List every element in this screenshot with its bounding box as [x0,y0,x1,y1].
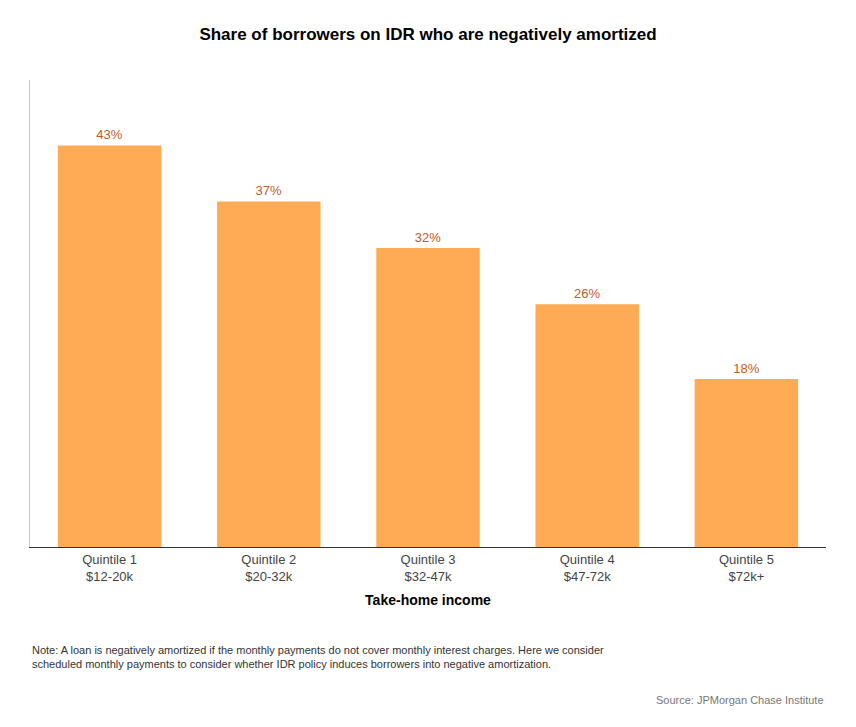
svg-text:37%: 37% [256,183,282,198]
svg-text:26%: 26% [574,286,600,301]
svg-text:Quintile 1$12-20k: Quintile 1$12-20k [82,552,137,584]
svg-text:Quintile 5$72k+: Quintile 5$72k+ [719,552,774,584]
svg-text:Note: A loan is negatively amo: Note: A loan is negatively amortized if … [32,644,604,670]
svg-text:Share of borrowers on IDR who: Share of borrowers on IDR who are negati… [199,25,656,44]
svg-text:18%: 18% [733,361,759,376]
svg-text:Quintile 3$32-47k: Quintile 3$32-47k [401,552,456,584]
svg-text:Take-home income: Take-home income [365,592,491,608]
svg-text:Source: JPMorgan Chase Institu: Source: JPMorgan Chase Institute [656,694,824,706]
svg-text:32%: 32% [415,230,441,245]
svg-text:43%: 43% [96,127,122,142]
svg-text:Quintile 4$47-72k: Quintile 4$47-72k [560,552,615,584]
svg-text:Quintile 2$20-32k: Quintile 2$20-32k [241,552,296,584]
